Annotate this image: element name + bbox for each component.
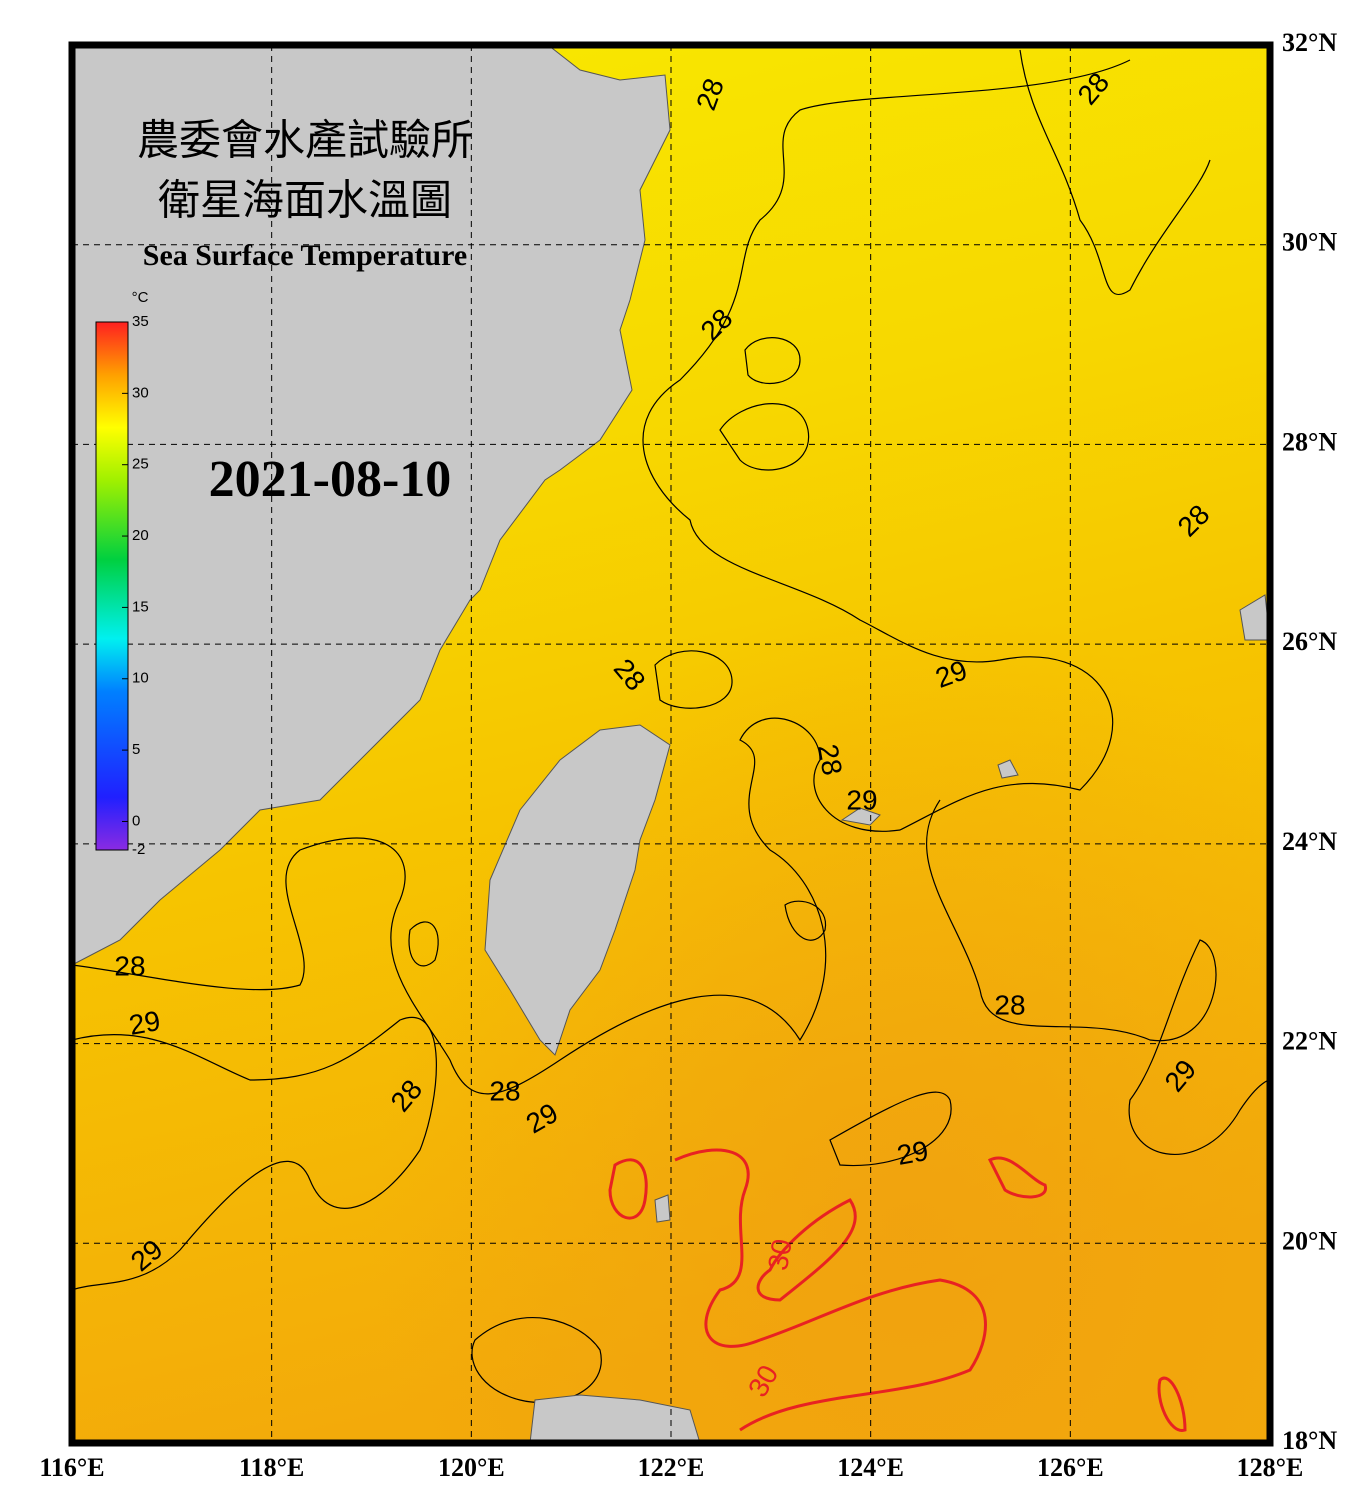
contour-29 [829,1091,952,1167]
x-tick-label: 116°E [39,1453,104,1482]
colorbar [95,321,129,851]
contour-label: 28 [994,989,1025,1020]
contour-28 [719,403,810,471]
contour-label: 29 [895,1135,931,1171]
island [654,1194,671,1223]
colorbar-tick-label: 5 [132,741,140,758]
contour-28 [1019,49,1211,296]
colorbar-tick-label: 10 [132,670,149,687]
colorbar-tick-label: 15 [132,598,149,615]
contour-label: 29 [846,784,877,815]
x-tick-label: 128°E [1237,1453,1304,1482]
contour-28 [654,650,733,709]
colorbar-tick-label: 0 [132,812,140,829]
island [997,759,1019,779]
y-tick-label: 18°N [1282,1426,1337,1455]
contour-label: 28 [489,1075,520,1106]
island [1239,594,1270,641]
subtitle: Sea Surface Temperature [143,239,467,272]
grid [72,45,1270,1443]
contour-29 [72,1016,437,1291]
colorbar-unit: °C [132,289,149,306]
y-tick-label: 20°N [1282,1226,1337,1255]
title: 衛星海面水溫圖 [158,179,452,225]
title: 農委會水產試驗所 [137,118,473,165]
map-frame [68,41,1274,1447]
contour-label: 30 [762,1237,798,1273]
contour-30 [987,1156,1047,1199]
contour-label: 29 [127,1005,163,1041]
contour-28 [408,921,439,967]
x-tick-label: 126°E [1037,1453,1104,1482]
x-tick-label: 124°E [837,1453,904,1482]
contour-28 [925,799,1270,1155]
contour-28 [72,59,1131,1095]
contour-29 [471,1317,602,1404]
china-coast [72,45,671,966]
colorbar-tick-label: 35 [132,313,149,330]
y-tick-label: 30°N [1282,228,1337,257]
colorbar-tick-label: 30 [132,384,149,401]
colorbar-tick-label: -2 [132,841,145,858]
luzon [529,1394,701,1443]
contour-28 [744,337,801,384]
y-tick-label: 24°N [1282,827,1337,856]
contour-30 [756,1198,857,1302]
contour-label: 28 [812,742,848,778]
date: 2021-08-10 [209,451,452,508]
land [72,45,1270,1443]
contour-30 [674,1148,987,1432]
y-tick-label: 32°N [1282,28,1337,57]
axes: 116°E 118°E 120°E 122°E 124°E 126°E 128°E18°N 2… [39,28,1337,1482]
y-tick-label: 28°N [1282,427,1337,456]
x-tick-label: 118°E [239,1453,304,1482]
contours [72,49,1270,1404]
contour-label: 28 [114,950,145,981]
contour-28 [784,900,827,941]
x-tick-label: 120°E [438,1453,505,1482]
y-tick-label: 26°N [1282,627,1337,656]
x-tick-label: 122°E [638,1453,705,1482]
taiwan [484,724,671,1056]
colorbar-tick-label: 25 [132,456,149,473]
contour-30 [608,1158,648,1220]
colorbar-tick-label: 20 [132,527,149,544]
contours-30 [608,1148,1187,1432]
y-tick-label: 22°N [1282,1027,1337,1056]
contour-30 [1157,1376,1187,1432]
